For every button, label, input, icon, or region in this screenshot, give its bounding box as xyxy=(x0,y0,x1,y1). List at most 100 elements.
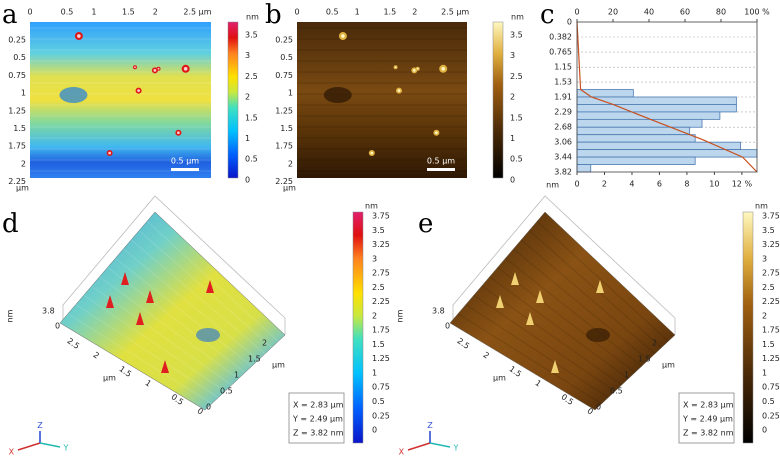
surface-ridge xyxy=(115,257,252,367)
colorbar-tick-label: 1.5 xyxy=(510,113,523,122)
axis-arrow xyxy=(39,442,61,448)
colorbar-tick-label: 2 xyxy=(762,311,767,320)
x-tick-label: 4 xyxy=(629,180,634,189)
y-tick-label: 1.5 xyxy=(248,355,261,364)
axis-arrow xyxy=(429,442,451,448)
z-unit: nm xyxy=(6,309,15,322)
colorbar-tick-label: 0.25 xyxy=(372,411,390,420)
afm-image xyxy=(297,22,467,178)
particle-core xyxy=(183,67,188,71)
x-tick-label: 2.5 xyxy=(455,336,471,351)
y-tick-label: 0.75 xyxy=(8,71,26,80)
surface-ridge xyxy=(138,230,272,348)
y-label: nm xyxy=(546,181,559,190)
x-tick-label: 0 xyxy=(585,406,594,416)
info-line: X = 2.83 µm xyxy=(293,401,344,410)
info-line: Y = 2.49 µm xyxy=(292,415,343,424)
depression xyxy=(59,87,88,103)
y-tick-label: 1.75 xyxy=(275,142,293,151)
colorbar-tick-label: 3 xyxy=(762,254,767,263)
surface-ridge xyxy=(513,248,649,361)
colorbar-tick-label: 0.5 xyxy=(245,155,258,164)
info-box xyxy=(678,392,735,444)
y-tick-label: 2.25 xyxy=(275,177,293,186)
colorbar-tick-label: 0.25 xyxy=(762,411,780,420)
x-tick-label: 2.5 xyxy=(65,336,81,351)
info-box xyxy=(288,392,345,444)
x-unit: µm xyxy=(493,374,506,383)
y-tick-label: 1.15 xyxy=(554,63,572,72)
x-tick-label: 1.5 xyxy=(383,8,396,17)
scan-line xyxy=(30,148,211,150)
y-tick-label: 1.75 xyxy=(8,142,26,151)
scan-line xyxy=(30,159,211,161)
colorbar-tick-label: 3.75 xyxy=(372,212,390,221)
particle-core xyxy=(108,151,111,155)
x-tick-label: 1 xyxy=(143,378,152,388)
colorbar-tick-label: 2.5 xyxy=(372,283,385,292)
histogram-bar xyxy=(576,156,696,165)
colorbar xyxy=(492,21,504,179)
y-tick-label: 1 xyxy=(624,371,629,380)
particle-core xyxy=(157,67,160,70)
panel-label: a xyxy=(2,0,18,30)
z-zero: 0 xyxy=(55,322,60,331)
y-tick-label: 3.82 xyxy=(554,168,572,177)
scan-line xyxy=(297,104,467,106)
colorbar-unit: nm xyxy=(755,202,768,211)
info-line: Y = 2.49 µm xyxy=(682,415,733,424)
colorbar-tick-label: 3.5 xyxy=(372,226,385,235)
y-unit: µm xyxy=(662,361,675,370)
x-tick-label: 2 xyxy=(412,8,417,17)
x-tick-label: 6 xyxy=(657,180,662,189)
colorbar xyxy=(227,21,239,179)
y-tick-label: 0 xyxy=(596,403,601,412)
scan-line xyxy=(30,115,211,117)
axis-glyph-label: X xyxy=(9,448,15,457)
surface-ridge xyxy=(465,304,609,398)
y-unit: µm xyxy=(283,184,296,193)
colorbar-tick-label: 3.25 xyxy=(762,240,780,249)
scan-line xyxy=(30,126,211,128)
colorbar-tick-label: 1 xyxy=(762,368,767,377)
y-tick-label: 2.25 xyxy=(8,177,26,186)
scale-bar-label: 0.5 µm xyxy=(427,157,455,166)
scan-line xyxy=(297,60,467,62)
cumulative-line xyxy=(576,21,758,173)
colorbar-tick-label: 1.25 xyxy=(372,354,390,363)
x2-tick-label: 0 xyxy=(574,8,579,17)
x-tick-label: 2.5 µm xyxy=(183,8,211,17)
scan-line xyxy=(30,137,211,139)
y-tick-label: 3.44 xyxy=(554,153,572,162)
colorbar xyxy=(742,211,754,444)
surface-ridge xyxy=(99,276,239,380)
y-tick-label: 1.25 xyxy=(275,106,293,115)
y-tick-label: 1.5 xyxy=(280,124,293,133)
x-tick-label: 0.5 xyxy=(61,8,74,17)
axis-glyph-label: X xyxy=(399,448,405,457)
colorbar-tick-label: 2.5 xyxy=(245,72,258,81)
particle-core xyxy=(177,131,180,135)
x-tick-label: 8 xyxy=(684,180,689,189)
particle-peak xyxy=(511,272,519,285)
y-tick-label: 2 xyxy=(21,159,26,168)
particle-core xyxy=(412,69,416,72)
scan-line xyxy=(297,159,467,161)
scan-line xyxy=(30,93,211,95)
particle-peak xyxy=(206,280,214,293)
colorbar-tick-label: 2 xyxy=(372,311,377,320)
x-tick-label: 1 xyxy=(533,378,542,388)
particle-core xyxy=(341,34,345,38)
scan-line xyxy=(30,60,211,62)
colorbar-tick-label: 2 xyxy=(510,93,515,102)
y-tick-label: 0 xyxy=(567,18,572,27)
surface-ridge xyxy=(489,276,629,380)
colorbar-tick-label: 1.5 xyxy=(762,340,775,349)
surface-ridge xyxy=(130,239,266,355)
scan-line xyxy=(30,71,211,73)
particle-peak xyxy=(121,272,129,285)
depression xyxy=(196,328,220,342)
colorbar-tick-label: 2.25 xyxy=(762,297,780,306)
particle-core xyxy=(137,89,140,92)
